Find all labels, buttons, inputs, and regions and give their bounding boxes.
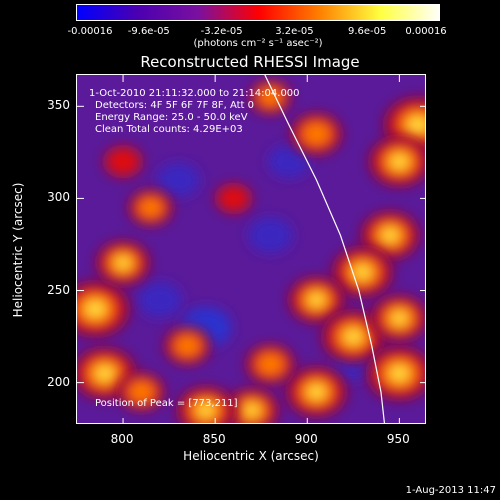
heatmap-hotspot bbox=[163, 325, 212, 366]
x-tick-label: 800 bbox=[110, 432, 134, 446]
y-tick-label: 300 bbox=[47, 190, 70, 205]
colorbar-tick-label: 3.2e-05 bbox=[275, 26, 314, 37]
plot-area: 1-Oct-2010 21:11:32.000 to 21:14:04.000 … bbox=[76, 74, 426, 424]
colorbar-tick-label: -0.00016 bbox=[67, 26, 113, 37]
heatmap-image bbox=[77, 75, 425, 423]
heatmap-hotspot bbox=[175, 385, 237, 423]
heatmap-coldspot bbox=[248, 217, 293, 253]
colorbar-tick-label: 0.00016 bbox=[405, 26, 447, 37]
heatmap-hotspot bbox=[367, 135, 425, 188]
y-tick-label: 350 bbox=[47, 98, 70, 113]
heatmap-hotspot bbox=[284, 366, 349, 418]
annotation-clean: Clean Total counts: 4.29E+03 bbox=[95, 124, 243, 135]
y-tick-label: 200 bbox=[47, 374, 70, 389]
x-tick-label: 900 bbox=[294, 432, 318, 446]
x-tick-label: 950 bbox=[386, 432, 410, 446]
heatmap-hotspot bbox=[244, 343, 296, 386]
heatmap-hotspot bbox=[289, 112, 344, 156]
heatmap-hotspot bbox=[102, 144, 144, 179]
chart-title: Reconstructed RHESSI Image bbox=[140, 53, 360, 71]
heatmap-hotspot bbox=[287, 275, 346, 324]
colorbar-gradient bbox=[76, 4, 441, 22]
annotation-time: 1-Oct-2010 21:11:32.000 to 21:14:04.000 bbox=[89, 88, 300, 99]
colorbar bbox=[76, 4, 441, 22]
y-tick-label: 250 bbox=[47, 282, 70, 297]
heatmap-hotspot bbox=[359, 210, 421, 261]
x-tick-label: 850 bbox=[202, 432, 226, 446]
colorbar-tick-label: -9.6e-05 bbox=[127, 26, 170, 37]
colorbar-tick-label: 9.6e-05 bbox=[347, 26, 387, 37]
heatmap-coldspot bbox=[137, 282, 182, 318]
heatmap-hotspot bbox=[214, 182, 254, 215]
heatmap-hotspot bbox=[370, 294, 425, 343]
heatmap-hotspot bbox=[320, 309, 387, 364]
heatmap-hotspot bbox=[95, 240, 151, 286]
heatmap-hotspot bbox=[127, 188, 174, 227]
colorbar-units: (photons cm⁻² s⁻¹ asec⁻²) bbox=[193, 38, 323, 49]
y-axis-label: Heliocentric Y (arcsec) bbox=[11, 182, 25, 318]
heatmap-coldspot bbox=[157, 163, 200, 197]
heatmap-coldspot bbox=[268, 145, 310, 178]
annotation-detectors: Detectors: 4F 5F 6F 7F 8F, Att 0 bbox=[95, 100, 255, 111]
footer-date: 1-Aug-2013 11:47 bbox=[405, 485, 496, 496]
x-axis-label: Heliocentric X (arcsec) bbox=[183, 449, 319, 463]
solar-limb-line bbox=[264, 75, 386, 423]
heatmap-hotspot bbox=[117, 371, 166, 412]
heatmap-hotspot bbox=[224, 387, 280, 423]
annotation-energy: Energy Range: 25.0 - 50.0 keV bbox=[95, 112, 248, 123]
colorbar-tick-label: -3.2e-05 bbox=[200, 26, 243, 37]
annotation-peak: Position of Peak = [773,211] bbox=[95, 398, 238, 409]
heatmap-hotspot bbox=[77, 280, 131, 338]
